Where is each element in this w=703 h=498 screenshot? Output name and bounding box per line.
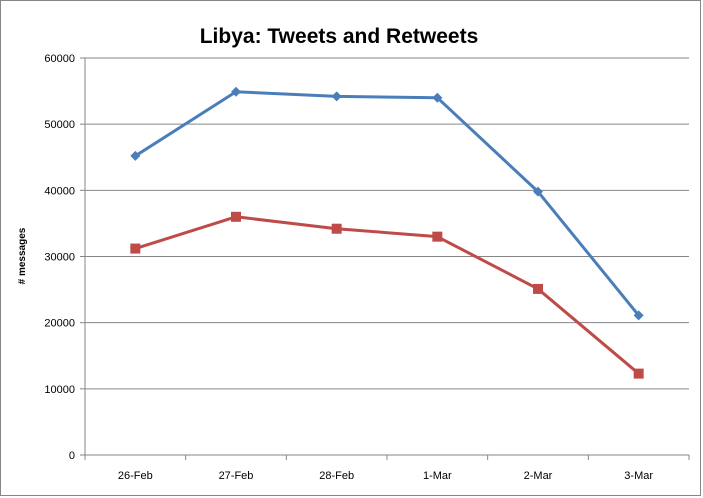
- x-tick-labels: 26-Feb 27-Feb 28-Feb 1-Mar 2-Mar 3-Mar: [118, 470, 653, 482]
- chart-title: Libya: Tweets and Retweets: [200, 25, 479, 48]
- series-lines: [130, 86, 644, 379]
- data-point-square: [633, 368, 644, 379]
- data-point-square: [231, 211, 241, 222]
- x-tick-label: 27-Feb: [219, 470, 254, 482]
- data-point-diamond: [633, 310, 644, 321]
- y-tick-label: 0: [69, 450, 75, 462]
- x-tick-label: 2-Mar: [524, 470, 553, 482]
- data-point-diamond: [331, 91, 342, 102]
- series-2: [130, 211, 644, 379]
- x-tick-label: 3-Mar: [624, 470, 653, 482]
- y-tick-label: 60000: [44, 53, 75, 65]
- data-point-diamond: [231, 86, 241, 97]
- y-tick-label: 50000: [44, 119, 75, 131]
- series-line: [134, 90, 640, 317]
- data-point-diamond: [130, 150, 141, 161]
- y-tick-labels: 0 10000 20000 30000 40000 50000 60000: [44, 53, 75, 462]
- data-point-square: [432, 231, 443, 242]
- data-point-square: [331, 223, 342, 234]
- data-point-square: [533, 283, 543, 294]
- data-point-diamond: [533, 186, 543, 197]
- y-tick-label: 20000: [44, 318, 75, 330]
- data-point-diamond: [432, 92, 443, 103]
- y-tick-label: 10000: [44, 384, 75, 396]
- y-tick-label: 30000: [44, 252, 75, 264]
- y-axis-label: # messages: [17, 227, 28, 284]
- y-tick-label: 40000: [44, 185, 75, 197]
- x-tick-label: 26-Feb: [118, 470, 153, 482]
- series-1: [130, 86, 644, 321]
- data-point-square: [130, 243, 141, 254]
- x-tick-label: 28-Feb: [319, 470, 354, 482]
- x-tick-label: 1-Mar: [423, 470, 452, 482]
- axes: [80, 57, 690, 460]
- series-line: [134, 215, 640, 375]
